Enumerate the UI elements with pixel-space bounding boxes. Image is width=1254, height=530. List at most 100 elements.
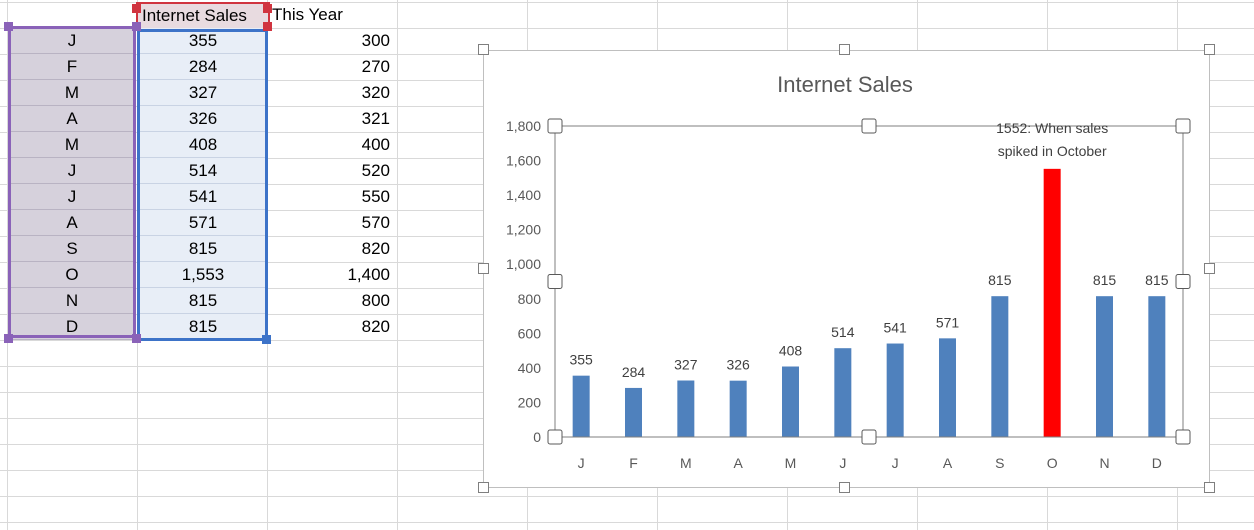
cell-this-year[interactable]: 321 (361, 109, 390, 128)
data-label: 815 (1093, 272, 1117, 288)
cell-month[interactable]: A (8, 210, 136, 236)
cell-internet-sales[interactable]: 408 (138, 132, 268, 158)
cell-month[interactable]: F (8, 54, 136, 80)
cell-internet-sales[interactable]: 514 (138, 158, 268, 184)
data-label: 815 (1145, 272, 1169, 288)
chart-resize-handle[interactable] (839, 482, 850, 493)
plot-area-handle[interactable] (547, 274, 563, 289)
bar (1043, 168, 1061, 438)
cell-this-year[interactable]: 820 (361, 239, 390, 258)
chart-resize-handle[interactable] (478, 44, 489, 55)
y-tick-label: 400 (518, 360, 542, 376)
bar (677, 380, 695, 437)
selection-range-internet-sales (137, 29, 268, 341)
cell-internet-sales[interactable]: 355 (138, 28, 268, 54)
cell-this-year[interactable]: 570 (361, 213, 390, 232)
x-tick-label: N (1099, 455, 1109, 471)
annotation-line: spiked in October (998, 143, 1107, 159)
bar (939, 338, 956, 437)
selection-handle[interactable] (4, 334, 13, 343)
cell-this-year[interactable]: 520 (361, 161, 390, 180)
plot-area (554, 125, 1184, 438)
x-tick-label: M (680, 455, 692, 471)
x-tick-label: J (892, 455, 899, 471)
cell-internet-sales[interactable]: 327 (138, 80, 268, 106)
x-tick-label: A (943, 455, 953, 471)
selection-handle[interactable] (132, 4, 141, 13)
y-tick-label: 800 (518, 291, 542, 307)
bar (886, 343, 904, 437)
y-tick-label: 0 (533, 429, 541, 445)
data-label: 408 (779, 343, 803, 359)
plot-area-handle[interactable] (1175, 118, 1191, 134)
selection-handle[interactable] (263, 22, 272, 31)
data-label: 815 (988, 272, 1012, 288)
cell-this-year[interactable]: 270 (361, 57, 390, 76)
selection-handle[interactable] (263, 4, 272, 13)
cell-this-year[interactable]: 820 (361, 317, 390, 336)
chart-resize-handle[interactable] (1204, 482, 1215, 493)
cell-month[interactable]: J (8, 28, 136, 54)
chart-resize-handle[interactable] (1204, 263, 1215, 274)
plot-area-handle[interactable] (1175, 429, 1191, 445)
selection-handle[interactable] (262, 335, 271, 344)
chart-svg[interactable]: Internet Sales 0 200 400 600 800 1,000 1,200 1,4… (483, 50, 1210, 488)
bar (625, 387, 642, 437)
cell-month[interactable]: O (8, 262, 136, 288)
plot-area-handle[interactable] (861, 429, 877, 445)
cell-this-year[interactable]: 320 (361, 83, 390, 102)
selection-handle[interactable] (132, 334, 141, 343)
data-label: 326 (726, 357, 750, 373)
header-this-year[interactable]: This Year (272, 5, 343, 24)
cell-month[interactable]: J (8, 184, 136, 210)
bar (991, 296, 1009, 437)
y-tick-label: 600 (518, 325, 542, 341)
chart-resize-handle[interactable] (839, 44, 850, 55)
selection-handle[interactable] (132, 22, 141, 31)
y-tick-label: 1,000 (506, 256, 541, 272)
plot-area-handle[interactable] (1175, 274, 1191, 289)
data-label: 327 (674, 357, 698, 373)
chart-resize-handle[interactable] (478, 263, 489, 274)
cell-internet-sales[interactable]: 1,553 (138, 262, 268, 288)
cell-internet-sales[interactable]: 815 (138, 288, 268, 314)
cell-this-year[interactable]: 550 (361, 187, 390, 206)
y-tick-label: 1,200 (506, 222, 541, 238)
x-tick-label: A (733, 455, 743, 471)
cell-internet-sales[interactable]: 326 (138, 106, 268, 132)
data-label: 541 (883, 320, 907, 336)
plot-area-handle[interactable] (547, 429, 563, 445)
cell-month[interactable]: M (8, 132, 136, 158)
bar (1148, 296, 1166, 437)
chart-resize-handle[interactable] (1204, 44, 1215, 55)
cell-internet-sales[interactable]: 571 (138, 210, 268, 236)
y-tick-label: 1,600 (506, 153, 541, 169)
cell-this-year[interactable]: 300 (361, 31, 390, 50)
y-tick-label: 200 (518, 394, 542, 410)
selection-handle[interactable] (4, 22, 13, 31)
cell-month[interactable]: N (8, 288, 136, 314)
x-tick-label: F (629, 455, 638, 471)
cell-internet-sales[interactable]: 815 (138, 236, 268, 262)
bar (782, 366, 799, 437)
header-internet-sales[interactable]: Internet Sales (136, 2, 270, 30)
cell-internet-sales[interactable]: 284 (138, 54, 268, 80)
bar (1096, 296, 1113, 437)
cell-this-year[interactable]: 1,400 (347, 265, 390, 284)
x-tick-label: D (1152, 455, 1162, 471)
chart-resize-handle[interactable] (478, 482, 489, 493)
annotation-line: 1552: When sales (996, 120, 1108, 136)
plot-area-handle[interactable] (861, 118, 877, 134)
chart-title: Internet Sales (777, 72, 913, 97)
cell-month[interactable]: A (8, 106, 136, 132)
cell-month[interactable]: J (8, 158, 136, 184)
x-tick-label: J (839, 455, 846, 471)
cell-internet-sales[interactable]: 541 (138, 184, 268, 210)
cell-this-year[interactable]: 400 (361, 135, 390, 154)
cell-month[interactable]: S (8, 236, 136, 262)
y-tick-label: 1,800 (506, 118, 541, 134)
bar (729, 380, 747, 437)
cell-this-year[interactable]: 800 (361, 291, 390, 310)
cell-month[interactable]: M (8, 80, 136, 106)
plot-area-handle[interactable] (547, 118, 563, 134)
